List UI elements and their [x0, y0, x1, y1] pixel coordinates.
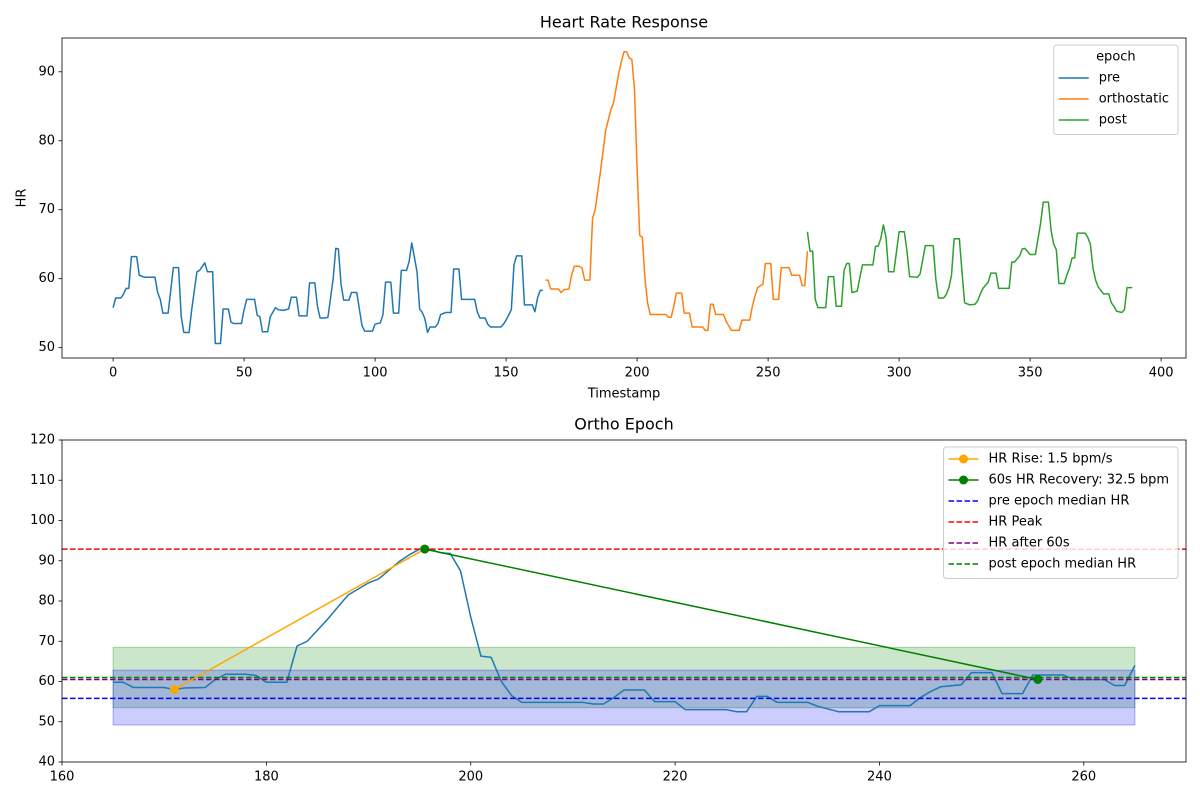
y-tick-label: 50	[38, 714, 55, 729]
x-tick-label: 400	[1149, 366, 1174, 381]
data-point	[1033, 674, 1043, 684]
x-tick-label: 200	[458, 770, 483, 785]
x-tick-label: 250	[756, 366, 781, 381]
x-tick-label: 50	[236, 366, 253, 381]
y-tick-label: 80	[38, 594, 55, 609]
y-tick-label: 50	[38, 340, 55, 355]
data-point	[169, 685, 179, 695]
y-tick-label: 60	[38, 674, 55, 689]
x-tick-label: 200	[625, 366, 650, 381]
x-tick-label: 150	[494, 366, 519, 381]
y-tick-label: 70	[38, 202, 55, 217]
x-tick-label: 240	[867, 770, 892, 785]
y-tick-label: 120	[30, 433, 55, 448]
x-tick-label: 0	[109, 366, 117, 381]
legend-box	[943, 446, 1179, 579]
x-tick-label: 260	[1071, 770, 1096, 785]
chart-title: Ortho Epoch	[574, 415, 673, 434]
legend: HR Rise: 1.5 bpm/s 60s HR Recovery: 32.5 …	[943, 446, 1179, 579]
data-line	[806, 201, 1133, 314]
legend-label: pre epoch median HR	[989, 494, 1130, 509]
chart-title: Heart Rate Response	[540, 13, 708, 32]
y-tick-label: 70	[38, 634, 55, 649]
shaded-band	[112, 669, 1136, 726]
y-tick-label: 100	[30, 513, 55, 528]
y-tick-label: 110	[30, 473, 55, 488]
data-line	[113, 548, 1136, 713]
legend-label: pre	[1099, 71, 1120, 86]
axes	[112, 51, 1133, 345]
legend-box	[1053, 44, 1179, 135]
y-tick-label: 90	[38, 64, 55, 79]
data-line	[424, 548, 1038, 681]
x-tick-label: 160	[50, 770, 75, 785]
data-point	[420, 544, 430, 554]
y-axis-label: HR	[15, 189, 30, 208]
legend-label: post	[1099, 113, 1127, 128]
x-tick-label: 100	[363, 366, 388, 381]
legend-label: post epoch median HR	[989, 557, 1137, 572]
legend-label: 60s HR Recovery: 32.5 bpm	[989, 473, 1169, 488]
legend-label: HR Rise: 1.5 bpm/s	[989, 452, 1113, 467]
data-line	[545, 51, 809, 332]
data-line	[112, 242, 543, 345]
y-tick-label: 90	[38, 553, 55, 568]
x-axis-label: Timestamp	[587, 387, 661, 402]
x-tick-label: 180	[254, 770, 279, 785]
legend-marker	[959, 475, 969, 485]
axes	[62, 544, 1186, 726]
axes-frame	[61, 37, 1187, 359]
legend-title: epoch	[1096, 50, 1136, 65]
legend-label: HR Peak	[989, 515, 1043, 530]
legend-marker	[959, 454, 969, 464]
legend: epoch pre orthostatic post	[1053, 44, 1179, 135]
x-tick-label: 350	[1018, 366, 1043, 381]
x-tick-label: 300	[887, 366, 912, 381]
data-line	[174, 548, 426, 691]
y-tick-label: 60	[38, 271, 55, 286]
y-tick-label: 40	[38, 755, 55, 770]
legend-label: orthostatic	[1099, 92, 1169, 107]
y-tick-label: 80	[38, 133, 55, 148]
x-tick-label: 220	[663, 770, 688, 785]
legend-label: HR after 60s	[989, 536, 1070, 551]
